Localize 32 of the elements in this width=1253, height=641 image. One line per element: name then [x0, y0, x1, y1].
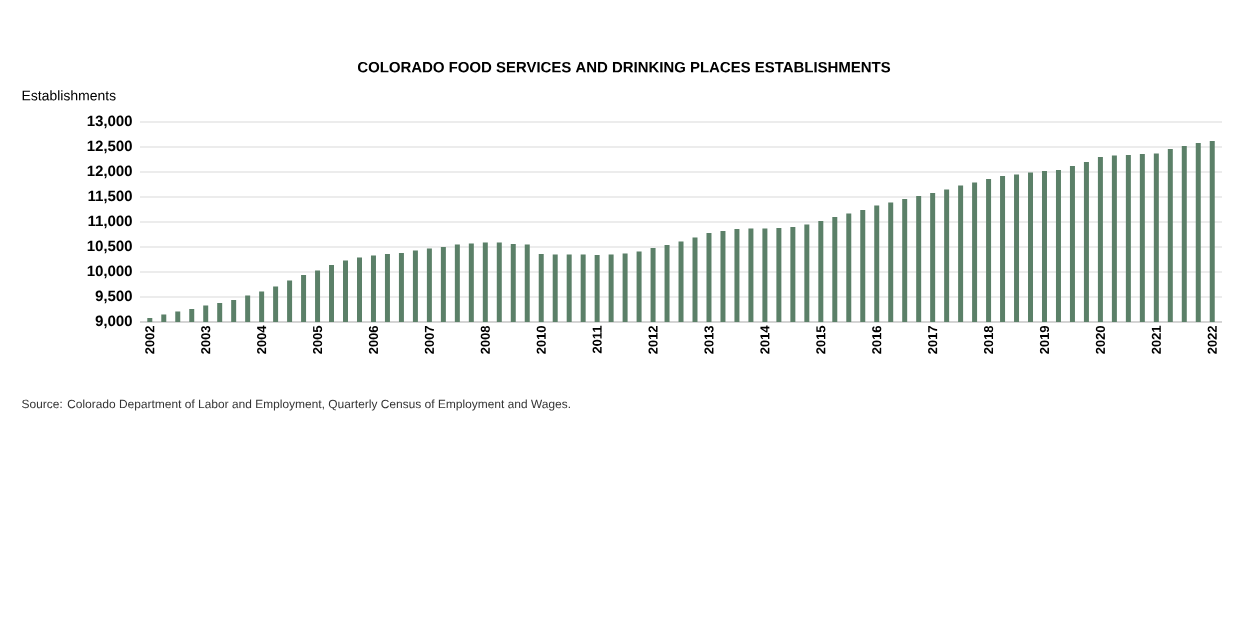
source-note: Source: Colorado Department of Labor and Employment, Quarterly Census of Employment and Wages. — [22, 399, 570, 411]
x-tick-label: 2003 — [201, 325, 211, 354]
x-tick-label: 2014 — [760, 325, 770, 354]
x-tick-label: 2020 — [1095, 326, 1105, 354]
x-tick-label: 2008 — [480, 325, 490, 354]
x-tick-label: 2004 — [257, 325, 267, 354]
chart-title: COLORADO FOOD SERVICES AND DRINKING PLACES ESTABLISHMENTS — [357, 61, 891, 73]
x-tick-label: 2011 — [592, 325, 602, 354]
y-tick-label: 9,000 — [95, 315, 132, 329]
x-tick-label: 2007 — [424, 326, 434, 354]
x-tick-label: 2005 — [312, 325, 323, 354]
y-axis-title: Establishments — [22, 90, 116, 101]
x-tick-label: 2016 — [872, 325, 882, 354]
x-tick-label: 2015 — [816, 325, 826, 354]
x-tick-label: 2021 — [1151, 325, 1161, 354]
x-tick-label: 2013 — [704, 325, 714, 354]
x-tick-label: 2012 — [648, 326, 658, 354]
x-tick-label: 2010 — [536, 326, 546, 354]
x-tick-label: 2002 — [145, 326, 155, 354]
x-tick-label: 2006 — [368, 325, 379, 354]
x-tick-label: 2019 — [1039, 325, 1050, 354]
y-tick-label: 11,500 — [88, 190, 132, 204]
y-tick-label: 10,500 — [87, 240, 132, 254]
y-tick-label: 11,000 — [88, 215, 132, 229]
y-tick-label: 12,000 — [87, 165, 132, 179]
y-tick-label: 13,000 — [87, 115, 132, 129]
y-tick-label: 10,000 — [87, 265, 132, 279]
x-tick-label: 2018 — [983, 325, 994, 354]
x-tick-label: 2022 — [1207, 326, 1217, 354]
x-tick-label: 2017 — [928, 326, 938, 354]
y-tick-label: 9,500 — [95, 290, 132, 304]
y-tick-label: 12,500 — [87, 140, 132, 154]
